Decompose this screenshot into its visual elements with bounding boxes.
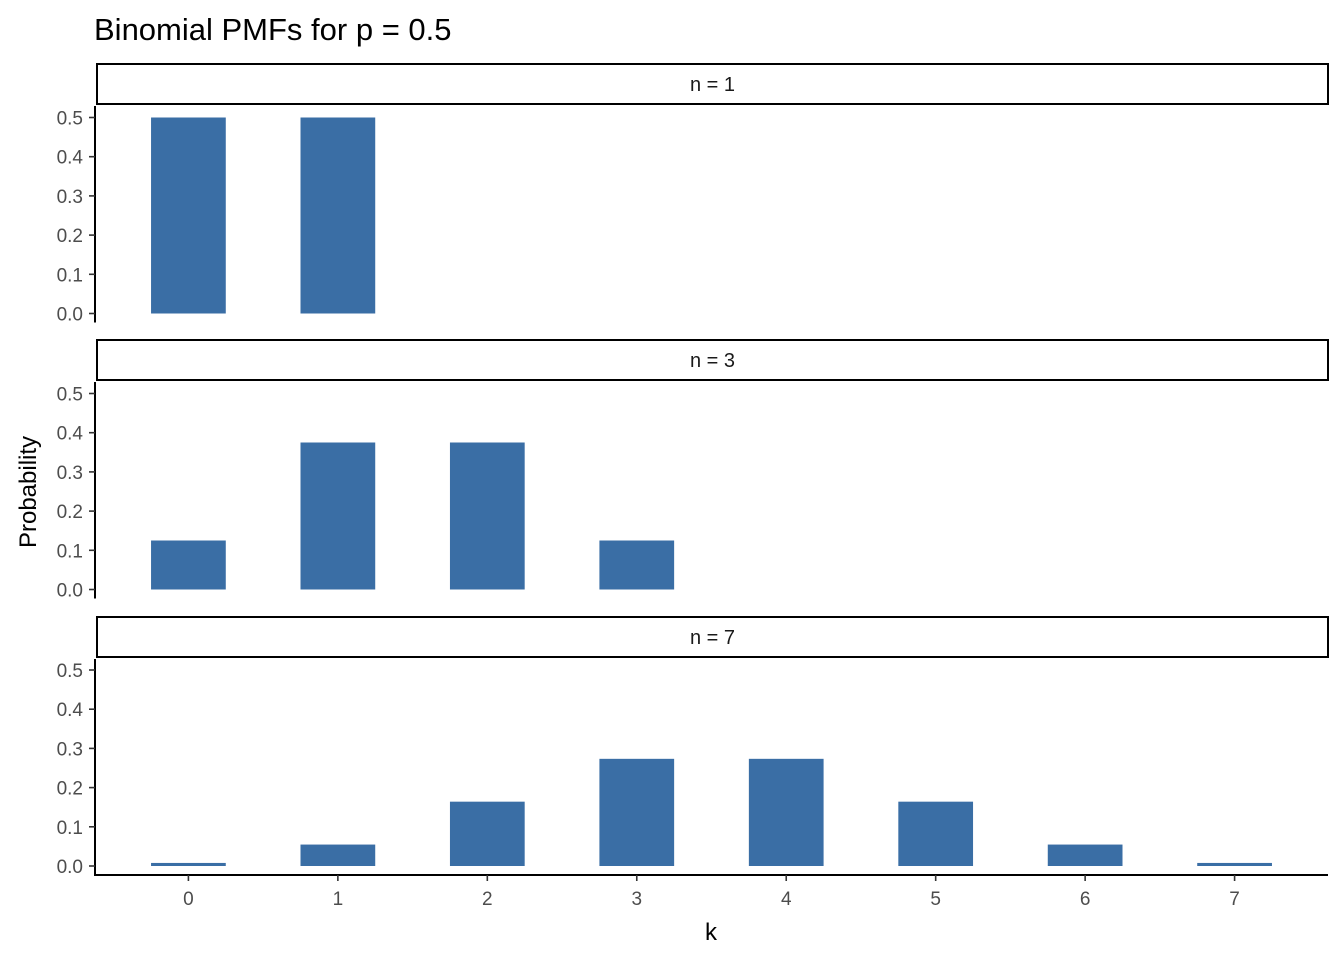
y-tick-label: 0.1 <box>57 818 83 839</box>
x-tick-label: 0 <box>183 889 194 910</box>
y-tick-label: 0.0 <box>57 581 83 602</box>
x-tick-label: 7 <box>1229 889 1240 910</box>
y-tick-label: 0.4 <box>57 148 84 169</box>
x-tick-label: 5 <box>930 889 941 910</box>
y-tick-label: 0.2 <box>57 226 83 247</box>
facet-strip <box>96 616 1329 658</box>
bar <box>151 862 226 866</box>
facet-panels: n = 1 0.0 0.1 0.2 0.3 0.4 0.5 n = 3 0.0 0.1 0.2 0.3… <box>57 63 1329 878</box>
y-tick-label: 0.4 <box>57 424 84 445</box>
facet-strip-label: n = 3 <box>690 350 735 372</box>
y-tick-label: 0.3 <box>57 187 83 208</box>
bar <box>300 117 376 314</box>
facet-strip <box>96 339 1329 381</box>
y-tick-label: 0.5 <box>57 385 83 406</box>
y-tick-label: 0.1 <box>57 541 83 562</box>
y-tick-label: 0.3 <box>57 463 83 484</box>
bar <box>599 758 675 866</box>
bar <box>599 540 675 590</box>
y-tick-label: 0.5 <box>57 109 83 130</box>
bar <box>1197 862 1272 866</box>
y-tick-label: 0.2 <box>57 779 83 800</box>
x-tick-label: 1 <box>333 889 344 910</box>
facet-panel: n = 7 0.0 0.1 0.2 0.3 0.4 0.5 <box>57 616 1329 878</box>
bar <box>151 540 226 590</box>
y-tick-label: 0.3 <box>57 739 83 760</box>
bar <box>300 442 376 590</box>
chart-title: Binomial PMFs for p = 0.5 <box>94 12 452 47</box>
bar <box>449 442 525 590</box>
facet-strip-label: n = 7 <box>690 627 735 649</box>
x-tick-label: 2 <box>482 889 493 910</box>
x-axis: 0 1 2 3 4 5 6 7 <box>94 874 1328 910</box>
facet-strip <box>96 63 1329 105</box>
x-axis-title: k <box>705 919 718 946</box>
x-tick-label: 3 <box>631 889 642 910</box>
y-tick-label: 0.1 <box>57 265 83 286</box>
x-tick-label: 6 <box>1080 889 1091 910</box>
y-tick-label: 0.5 <box>57 661 83 682</box>
y-axis-title: Probability <box>15 436 42 548</box>
bar <box>449 801 525 866</box>
facet-panel: n = 1 0.0 0.1 0.2 0.3 0.4 0.5 <box>57 63 1329 326</box>
y-tick-label: 0.4 <box>57 700 84 721</box>
bar <box>748 758 824 866</box>
y-tick-label: 0.2 <box>57 502 83 523</box>
bar <box>300 844 376 866</box>
facet-strip-label: n = 1 <box>690 74 735 96</box>
bar <box>1047 844 1123 866</box>
bar <box>898 801 974 866</box>
bar <box>151 117 226 314</box>
y-tick-label: 0.0 <box>57 305 83 326</box>
facet-panel: n = 3 0.0 0.1 0.2 0.3 0.4 0.5 <box>57 339 1329 602</box>
y-tick-label: 0.0 <box>57 857 83 878</box>
x-tick-label: 4 <box>781 889 792 910</box>
